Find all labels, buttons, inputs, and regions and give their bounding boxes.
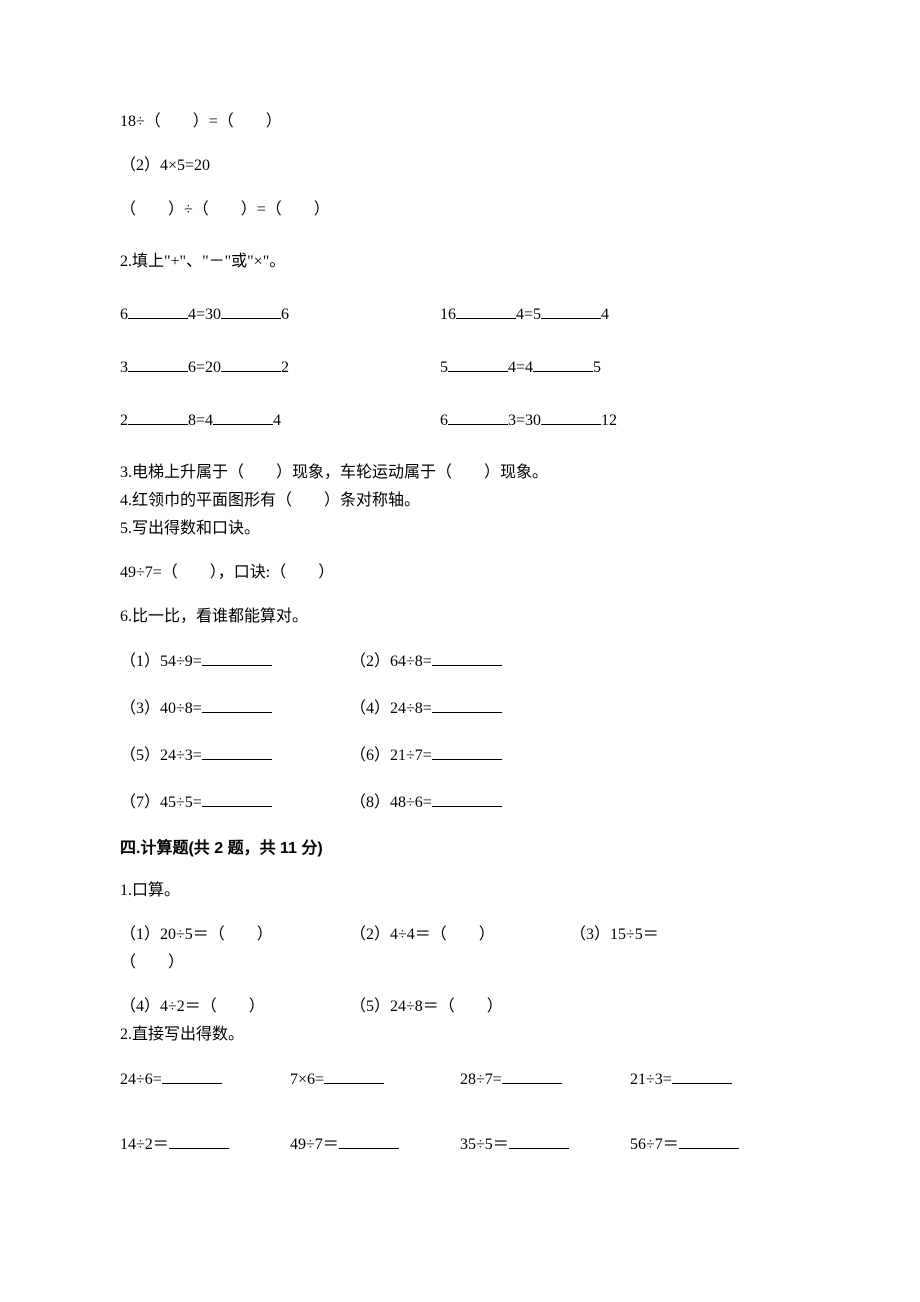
blank bbox=[324, 1067, 384, 1084]
q2-row3: 2 8=4 4 6 3=30 12 bbox=[120, 408, 920, 433]
calc1-row1: （1）20÷5＝（ ） （2）4÷4＝（ ） （3）15÷5＝ bbox=[120, 923, 920, 947]
blank bbox=[509, 1132, 569, 1149]
q2-r1a-3: 6 bbox=[281, 303, 289, 327]
q6-p7: （7）45÷5= bbox=[120, 794, 202, 811]
q2-r3b-2: 3=30 bbox=[508, 409, 541, 433]
blank bbox=[221, 355, 281, 372]
calc1-title: 1.口算。 bbox=[120, 879, 920, 903]
blank bbox=[456, 302, 516, 319]
q6-p5: （5）24÷3= bbox=[120, 747, 202, 764]
q6-p4: （4）24÷8= bbox=[350, 700, 432, 717]
q2-row1: 6 4=30 6 16 4=5 4 bbox=[120, 302, 920, 327]
calc2-r1-3: 28÷7= bbox=[460, 1068, 502, 1092]
blank bbox=[432, 743, 502, 760]
q2-r1b-2: 4=5 bbox=[516, 303, 541, 327]
section-4-heading: 四.计算题(共 2 题，共 11 分) bbox=[120, 837, 920, 861]
blank bbox=[169, 1132, 229, 1149]
q1-line2: （2）4×5=20 bbox=[120, 154, 920, 178]
q2-r2b-3: 5 bbox=[593, 356, 601, 380]
calc2-r2-1: 14÷2＝ bbox=[120, 1133, 169, 1157]
q2-title: 2.填上"+"、"－"或"×"。 bbox=[120, 250, 920, 274]
q2-r3b-3: 12 bbox=[601, 409, 617, 433]
calc1-p2: （2）4÷4＝（ ） bbox=[350, 923, 570, 947]
blank bbox=[202, 649, 272, 666]
q6-p6: （6）21÷7= bbox=[350, 747, 432, 764]
blank bbox=[432, 696, 502, 713]
blank bbox=[202, 743, 272, 760]
q6-row4: （7）45÷5= （8）48÷6= bbox=[120, 790, 920, 815]
blank bbox=[448, 408, 508, 425]
blank bbox=[213, 408, 273, 425]
calc1-p4: （4）4÷2＝（ ） bbox=[120, 995, 350, 1019]
q1-line1: 18÷（ ）=（ ） bbox=[120, 110, 920, 134]
q6-row3: （5）24÷3= （6）21÷7= bbox=[120, 743, 920, 768]
q6-row2: （3）40÷8= （4）24÷8= bbox=[120, 696, 920, 721]
blank bbox=[448, 355, 508, 372]
q5a: 5.写出得数和口诀。 bbox=[120, 517, 920, 541]
calc2-r2-2: 49÷7＝ bbox=[290, 1133, 339, 1157]
blank bbox=[533, 355, 593, 372]
q2-r1a-1: 6 bbox=[120, 303, 128, 327]
q6-p1: （1）54÷9= bbox=[120, 653, 202, 670]
calc2-r2-3: 35÷5＝ bbox=[460, 1133, 509, 1157]
q6-p8: （8）48÷6= bbox=[350, 794, 432, 811]
blank bbox=[221, 302, 281, 319]
q2-r1a-2: 4=30 bbox=[188, 303, 221, 327]
blank bbox=[202, 790, 272, 807]
q2-r3a-1: 2 bbox=[120, 409, 128, 433]
blank bbox=[202, 696, 272, 713]
blank bbox=[162, 1067, 222, 1084]
calc1-p5: （5）24÷8＝（ ） bbox=[350, 995, 570, 1019]
q2-r3a-2: 8=4 bbox=[188, 409, 213, 433]
q2-r3a-3: 4 bbox=[273, 409, 281, 433]
q6-p2: （2）64÷8= bbox=[350, 653, 432, 670]
blank bbox=[432, 649, 502, 666]
calc1-row2: （4）4÷2＝（ ） （5）24÷8＝（ ） bbox=[120, 995, 920, 1019]
q6-row1: （1）54÷9= （2）64÷8= bbox=[120, 649, 920, 674]
q3: 3.电梯上升属于（ ）现象，车轮运动属于（ ）现象。 bbox=[120, 461, 920, 485]
blank bbox=[541, 408, 601, 425]
q1-line3: （ ）÷（ ）=（ ） bbox=[120, 198, 920, 222]
calc2-r1-2: 7×6= bbox=[290, 1068, 324, 1092]
q2-r3b-1: 6 bbox=[440, 409, 448, 433]
q6-p3: （3）40÷8= bbox=[120, 700, 202, 717]
blank bbox=[128, 408, 188, 425]
q5b: 49÷7=（ ），口诀:（ ） bbox=[120, 561, 920, 585]
blank bbox=[502, 1067, 562, 1084]
q2-row2: 3 6=20 2 5 4=4 5 bbox=[120, 355, 920, 380]
blank bbox=[339, 1132, 399, 1149]
calc1-p3b: （ ） bbox=[120, 951, 920, 975]
q2-r2b-1: 5 bbox=[440, 356, 448, 380]
calc2-r1-4: 21÷3= bbox=[630, 1068, 672, 1092]
blank bbox=[541, 302, 601, 319]
calc2-r2-4: 56÷7＝ bbox=[630, 1133, 679, 1157]
calc1-p3: （3）15÷5＝ bbox=[570, 923, 659, 947]
q2-r2b-2: 4=4 bbox=[508, 356, 533, 380]
q2-r2a-3: 2 bbox=[281, 356, 289, 380]
q2-r2a-1: 3 bbox=[120, 356, 128, 380]
blank bbox=[672, 1067, 732, 1084]
calc2-title: 2.直接写出得数。 bbox=[120, 1023, 920, 1047]
calc2-row2: 14÷2＝ 49÷7＝ 35÷5＝ 56÷7＝ bbox=[120, 1132, 920, 1157]
q4: 4.红领巾的平面图形有（ ）条对称轴。 bbox=[120, 489, 920, 513]
calc1-p1: （1）20÷5＝（ ） bbox=[120, 923, 350, 947]
blank bbox=[679, 1132, 739, 1149]
q2-r2a-2: 6=20 bbox=[188, 356, 221, 380]
q2-r1b-1: 16 bbox=[440, 303, 456, 327]
q2-r1b-3: 4 bbox=[601, 303, 609, 327]
calc2-row1: 24÷6= 7×6= 28÷7= 21÷3= bbox=[120, 1067, 920, 1092]
calc2-r1-1: 24÷6= bbox=[120, 1068, 162, 1092]
blank bbox=[432, 790, 502, 807]
blank bbox=[128, 355, 188, 372]
blank bbox=[128, 302, 188, 319]
q6-title: 6.比一比，看谁都能算对。 bbox=[120, 605, 920, 629]
